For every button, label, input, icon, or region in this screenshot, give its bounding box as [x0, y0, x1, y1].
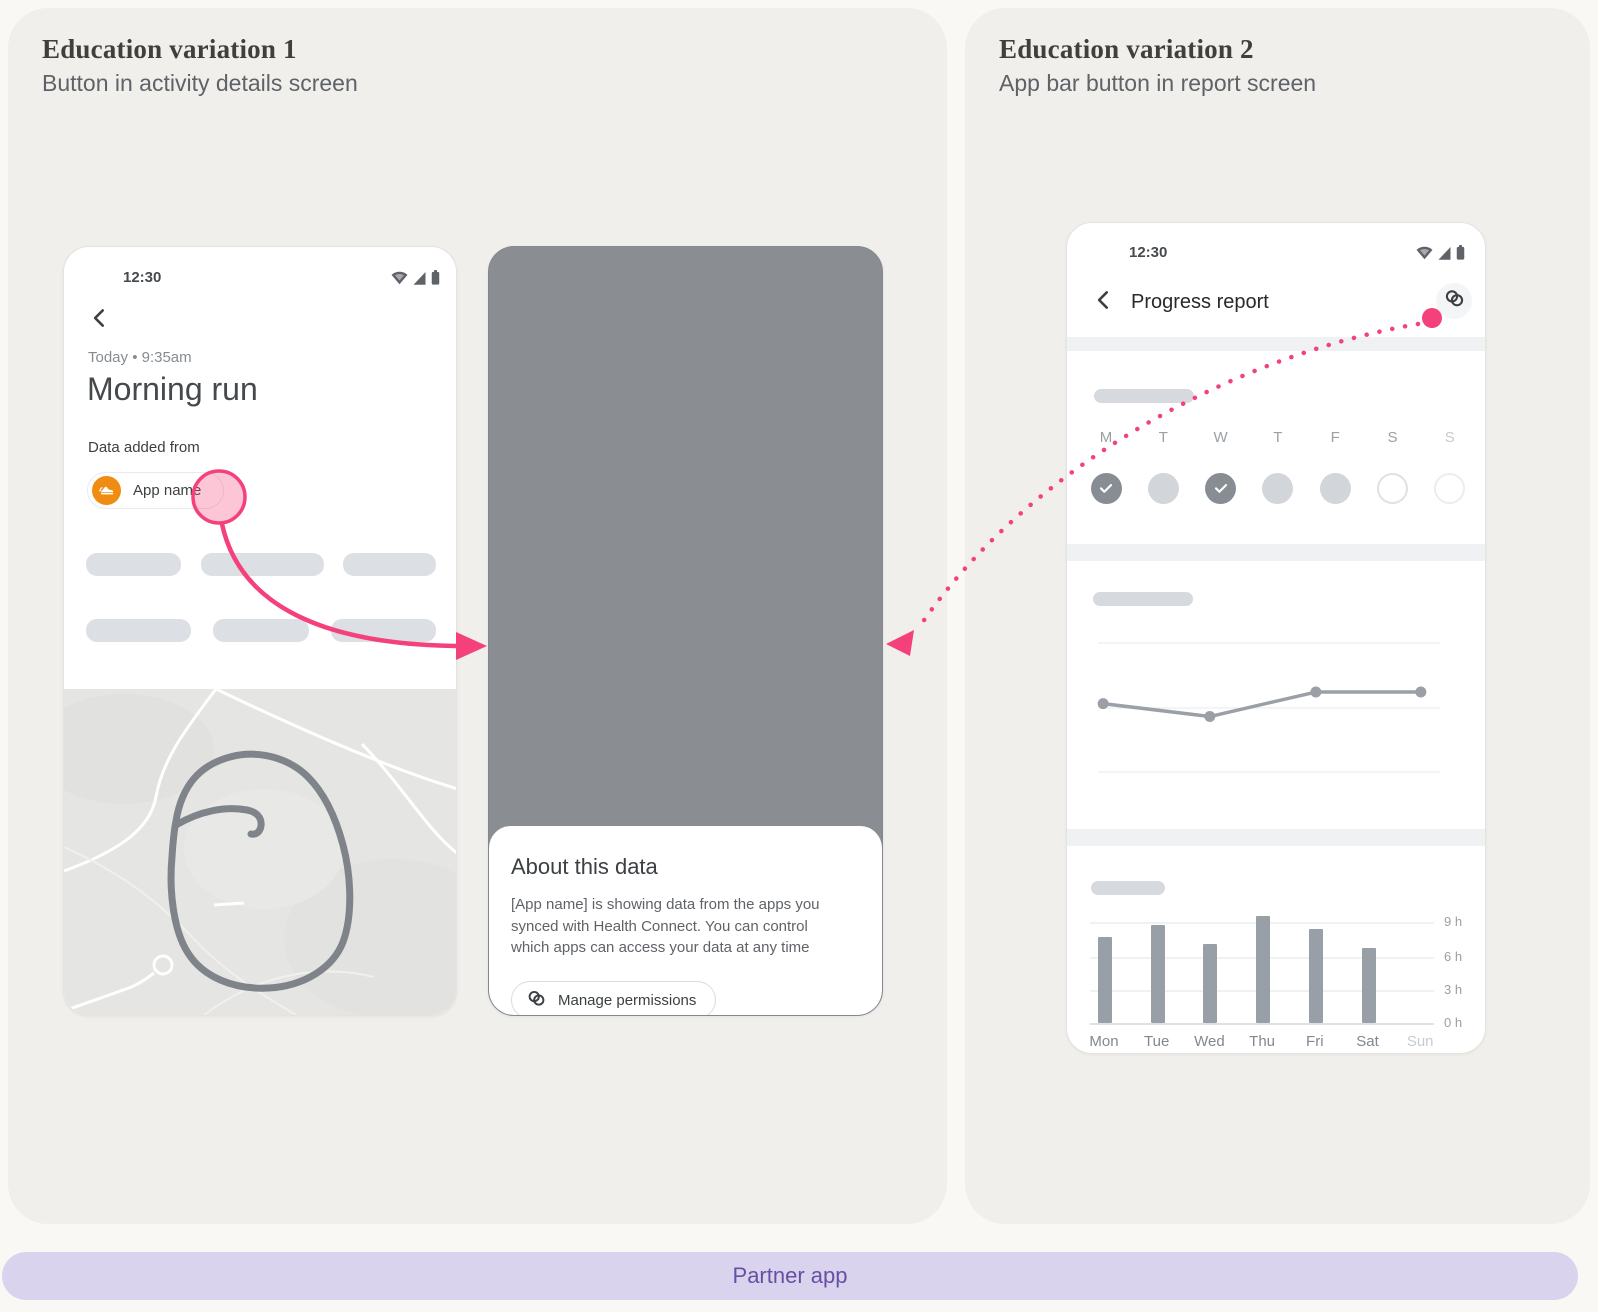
skeleton-bar [1094, 389, 1194, 403]
back-button[interactable] [87, 305, 117, 335]
skeleton-bar [86, 619, 191, 642]
day-toggle[interactable] [1319, 473, 1351, 504]
health-connect-icon [1443, 287, 1466, 315]
skeleton-bar [1093, 592, 1193, 606]
day-toggle[interactable] [1434, 473, 1466, 504]
bar-wed [1203, 944, 1218, 1023]
wifi-icon [1416, 246, 1433, 260]
sheet-body-text: [App name] is showing data from the apps… [511, 896, 820, 956]
day-label: T [1273, 429, 1283, 446]
app-bar-title: Progress report [1131, 291, 1269, 313]
skeleton-bar [1091, 881, 1165, 895]
day-label: W [1213, 429, 1228, 446]
x-axis-tick: Mon [1089, 1033, 1119, 1050]
day-label: T [1158, 429, 1168, 446]
y-axis-tick: 3 h [1444, 982, 1463, 997]
y-axis-tick: 0 h [1444, 1015, 1463, 1030]
x-axis-tick: Tue [1144, 1033, 1170, 1050]
activity-details-phone: 12:30 Today • 9:35am Morning run Data ad… [63, 246, 457, 1016]
x-axis-tick: Sat [1356, 1033, 1379, 1050]
day-toggle[interactable] [1090, 473, 1122, 504]
partner-app-banner: Partner app [2, 1252, 1578, 1300]
activity-timestamp: Today • 9:35am [88, 349, 192, 366]
route-map [64, 689, 456, 1015]
status-bar-icons [391, 270, 440, 285]
about-this-data-sheet: About this data [App name] is showing da… [489, 826, 882, 1015]
status-bar-time: 12:30 [123, 269, 162, 286]
bar-sat [1361, 947, 1376, 1023]
activity-title: Morning run [87, 371, 258, 407]
health-connect-app-bar-button[interactable] [1436, 283, 1472, 319]
panel-title: Education variation 1 [42, 34, 297, 64]
x-axis-tick: Fri [1306, 1033, 1324, 1050]
status-bar-icons [1416, 245, 1465, 260]
wifi-icon [391, 271, 408, 285]
skeleton-bar [343, 553, 436, 576]
day-toggle[interactable] [1262, 473, 1294, 504]
cell-signal-icon [412, 271, 427, 285]
section-divider [1067, 829, 1485, 846]
dimmed-phone-with-sheet: About this data [App name] is showing da… [488, 246, 883, 1016]
status-bar-time: 12:30 [1129, 244, 1168, 261]
battery-icon [1456, 245, 1465, 260]
x-axis-tick: Sun [1406, 1033, 1434, 1050]
skeleton-bar [201, 553, 324, 576]
day-label: M [1099, 429, 1113, 446]
panel-title: Education variation 2 [999, 34, 1254, 64]
battery-icon [431, 270, 440, 285]
health-connect-icon [526, 988, 547, 1013]
manage-permissions-button[interactable]: Manage permissions [511, 981, 717, 1015]
manage-permissions-label: Manage permissions [558, 991, 697, 1009]
day-toggle[interactable] [1147, 473, 1179, 504]
panel-subtitle: App bar button in report screen [999, 70, 1317, 96]
gridline [1090, 1023, 1434, 1025]
bar-tue [1150, 925, 1165, 1023]
skeleton-bar [213, 619, 309, 642]
section-divider [1067, 544, 1485, 561]
bar-thu [1256, 916, 1271, 1023]
bar-fri [1308, 928, 1323, 1023]
back-button[interactable] [1091, 287, 1121, 317]
progress-report-phone: 12:30 Progress report M T W T F S S 9 h 6 h 3 h 0… [1066, 222, 1486, 1054]
bar-mon [1098, 936, 1112, 1023]
app-name-chip[interactable]: App name [87, 472, 225, 509]
panel-subtitle: Button in activity details screen [42, 70, 358, 96]
back-chevron-icon [1091, 287, 1121, 313]
skeleton-bar [86, 553, 181, 576]
app-name-chip-label: App name [133, 482, 202, 499]
section-divider [1067, 337, 1485, 351]
x-axis-tick: Thu [1249, 1033, 1276, 1050]
day-label: S [1444, 429, 1455, 446]
day-toggle[interactable] [1205, 473, 1237, 504]
y-axis-tick: 9 h [1444, 914, 1463, 929]
partner-app-label: Partner app [732, 1263, 848, 1288]
day-toggle[interactable] [1377, 473, 1408, 504]
sheet-title: About this data [511, 854, 658, 879]
data-added-from-label: Data added from [88, 439, 200, 456]
x-axis-tick: Wed [1194, 1033, 1225, 1050]
y-axis-tick: 6 h [1444, 949, 1463, 964]
day-label: S [1387, 429, 1398, 446]
day-label: F [1330, 429, 1340, 446]
running-shoe-icon [92, 476, 121, 505]
skeleton-bar [331, 619, 436, 642]
cell-signal-icon [1437, 246, 1452, 260]
back-chevron-icon [87, 305, 117, 331]
